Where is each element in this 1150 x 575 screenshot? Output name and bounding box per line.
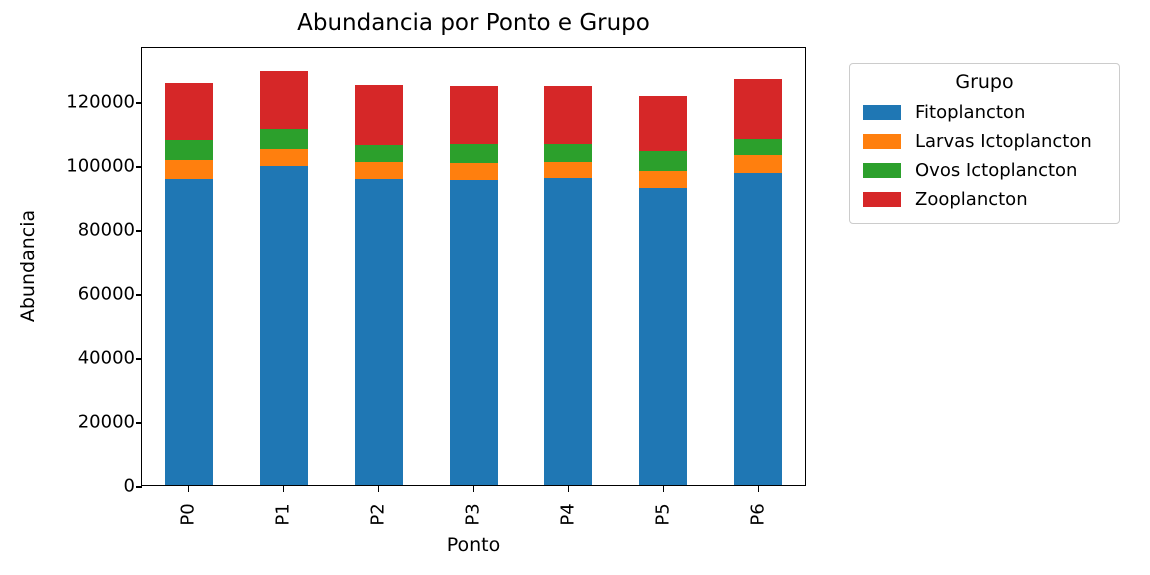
x-tick-mark-P1 — [282, 486, 285, 492]
bar-segment-P2-ovos-ictoplancton — [354, 144, 403, 163]
x-tick-label-cell-P6: P6 — [711, 494, 806, 534]
bar-segment-P6-zooplancton — [733, 78, 782, 140]
y-axis-label: Abundancia — [17, 209, 39, 323]
bar-segment-P5-fitoplancton — [638, 188, 687, 485]
bar-segment-P6-ovos-ictoplancton — [733, 139, 782, 156]
y-tick-mark-80000 — [136, 230, 142, 232]
x-tick-label-P5: P5 — [653, 502, 674, 526]
bar-segment-P0-larvas-ictoplancton — [165, 159, 214, 179]
y-tick-label-0: 0 — [123, 475, 135, 497]
bar-segment-P3-fitoplancton — [449, 180, 498, 485]
bar-segment-P0-zooplancton — [165, 83, 214, 141]
y-tick-mark-20000 — [136, 422, 142, 424]
bar-column-P1 — [237, 48, 332, 485]
y-tick-label-40000: 40000 — [77, 347, 135, 369]
legend-item-zooplancton: Zooplancton — [860, 185, 1109, 214]
bar-segment-P0-ovos-ictoplancton — [165, 140, 214, 160]
bar-segment-P3-larvas-ictoplancton — [449, 163, 498, 181]
legend-label-zooplancton: Zooplancton — [915, 189, 1028, 210]
x-tick-label-cell-P2: P2 — [331, 494, 426, 534]
bar-column-P2 — [331, 48, 426, 485]
legend-title: Grupo — [955, 71, 1014, 93]
bar-segment-P0-fitoplancton — [165, 178, 214, 485]
x-tick-mark-P0 — [187, 486, 190, 492]
legend-item-fitoplancton: Fitoplancton — [860, 98, 1109, 127]
legend-label-fitoplancton: Fitoplancton — [915, 102, 1026, 123]
bar-column-P3 — [426, 48, 521, 485]
x-axis-tick-labels: P0 P1 P2 P3 P4 P5 P6 — [141, 494, 806, 534]
y-tick-label-80000: 80000 — [77, 219, 135, 241]
bar-segment-P1-ovos-ictoplancton — [260, 128, 309, 149]
legend-swatch-zooplancton — [863, 192, 901, 207]
bar-segment-P2-zooplancton — [354, 84, 403, 145]
bar-segment-P4-fitoplancton — [544, 178, 593, 485]
chart-title: Abundancia por Ponto e Grupo — [297, 10, 650, 36]
bar-segment-P5-larvas-ictoplancton — [638, 171, 687, 189]
x-tick-label-cell-P1: P1 — [236, 494, 331, 534]
x-tick-label-P3: P3 — [463, 502, 484, 526]
y-tick-label-100000: 100000 — [66, 155, 135, 177]
y-tick-mark-60000 — [136, 294, 142, 296]
y-tick-mark-40000 — [136, 358, 142, 360]
bar-columns — [142, 48, 805, 485]
bar-stack-P2 — [354, 84, 403, 485]
bar-column-P5 — [616, 48, 711, 485]
y-tick-label-60000: 60000 — [77, 283, 135, 305]
y-tick-mark-0 — [136, 486, 142, 488]
bar-segment-P4-ovos-ictoplancton — [544, 143, 593, 162]
legend-swatch-fitoplancton — [863, 105, 901, 120]
bar-segment-P4-larvas-ictoplancton — [544, 161, 593, 179]
bar-column-P6 — [710, 48, 805, 485]
y-tick-label-20000: 20000 — [77, 411, 135, 433]
bar-stack-P3 — [449, 85, 498, 485]
legend-item-larvas-ictoplancton: Larvas Ictoplancton — [860, 127, 1109, 156]
bar-segment-P4-zooplancton — [544, 86, 593, 144]
x-tick-label-cell-P4: P4 — [521, 494, 616, 534]
x-tick-mark-P2 — [377, 486, 380, 492]
x-tick-label-cell-P0: P0 — [141, 494, 236, 534]
x-tick-label-P1: P1 — [273, 502, 294, 526]
x-tick-label-P2: P2 — [368, 502, 389, 526]
bar-segment-P6-larvas-ictoplancton — [733, 155, 782, 174]
x-tick-mark-P4 — [567, 486, 570, 492]
bar-stack-P1 — [260, 71, 309, 485]
y-tick-mark-100000 — [136, 166, 142, 168]
x-tick-mark-P3 — [472, 486, 475, 492]
x-tick-label-cell-P3: P3 — [426, 494, 521, 534]
bar-segment-P3-zooplancton — [449, 85, 498, 144]
bar-stack-P0 — [165, 83, 214, 485]
plot-area — [136, 47, 806, 488]
bar-stack-P4 — [544, 86, 593, 485]
bar-segment-P6-fitoplancton — [733, 173, 782, 485]
legend-label-larvas-ictoplancton: Larvas Ictoplancton — [915, 131, 1092, 152]
bar-segment-P5-zooplancton — [638, 95, 687, 151]
bar-segment-P1-larvas-ictoplancton — [260, 148, 309, 166]
bar-column-P0 — [142, 48, 237, 485]
legend-items: Fitoplancton Larvas Ictoplancton Ovos Icto… — [860, 98, 1109, 214]
x-tick-mark-P5 — [662, 486, 665, 492]
bar-segment-P2-larvas-ictoplancton — [354, 162, 403, 180]
x-tick-label-cell-P5: P5 — [616, 494, 711, 534]
legend-swatch-ovos-ictoplancton — [863, 163, 901, 178]
legend-swatch-larvas-ictoplancton — [863, 134, 901, 149]
x-tick-mark-P6 — [757, 486, 760, 492]
y-tick-mark-120000 — [136, 102, 142, 104]
bar-stack-P5 — [638, 95, 687, 485]
bar-segment-P5-ovos-ictoplancton — [638, 150, 687, 172]
bar-segment-P2-fitoplancton — [354, 179, 403, 485]
legend-item-ovos-ictoplancton: Ovos Ictoplancton — [860, 156, 1109, 185]
bar-segment-P1-zooplancton — [260, 71, 309, 129]
bar-segment-P3-ovos-ictoplancton — [449, 143, 498, 164]
x-axis-label: Ponto — [446, 534, 501, 556]
x-tick-label-P4: P4 — [558, 502, 579, 526]
x-tick-label-P6: P6 — [748, 502, 769, 526]
bar-segment-P1-fitoplancton — [260, 166, 309, 485]
y-tick-label-120000: 120000 — [66, 91, 135, 113]
legend-label-ovos-ictoplancton: Ovos Ictoplancton — [915, 160, 1078, 181]
bar-column-P4 — [521, 48, 616, 485]
bar-stack-P6 — [733, 78, 782, 485]
legend: Grupo Fitoplancton Larvas Ictoplancton Ovo… — [849, 63, 1120, 224]
x-tick-label-P0: P0 — [178, 502, 199, 526]
